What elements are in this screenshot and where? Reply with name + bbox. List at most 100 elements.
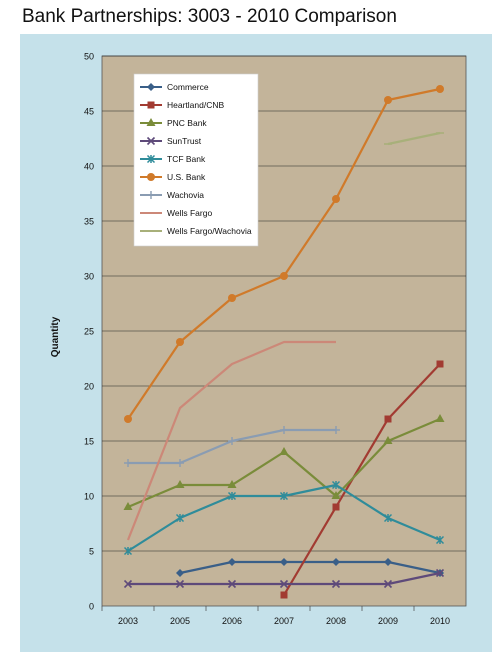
legend-label-wells-fargo-wachovia: Wells Fargo/Wachovia bbox=[167, 226, 252, 236]
data-point-pnc-bank-2007 bbox=[279, 447, 289, 455]
legend-label-wells-fargo: Wells Fargo bbox=[167, 208, 212, 218]
legend-marker-tcf-bank bbox=[146, 154, 156, 164]
data-point-tcf-bank-2009 bbox=[383, 513, 393, 523]
data-point-tcf-bank-2003 bbox=[123, 546, 133, 556]
x-tick-label-2006: 2006 bbox=[222, 616, 242, 626]
data-point-suntrust-2006 bbox=[227, 579, 237, 589]
data-point-pnc-bank-2006 bbox=[227, 480, 237, 488]
data-point-suntrust-2009 bbox=[383, 579, 393, 589]
legend-item-wells-fargo: Wells Fargo bbox=[140, 208, 212, 218]
data-point-tcf-bank-2005 bbox=[175, 513, 185, 523]
legend-item-suntrust: SunTrust bbox=[140, 136, 202, 146]
series-u-s-bank bbox=[124, 85, 444, 423]
legend-item-tcf-bank: TCF Bank bbox=[140, 154, 206, 164]
legend: Commerce Heartland/CNB PNC Bank SunTrust TCF… bbox=[133, 73, 259, 247]
series-heartland-cnb bbox=[280, 360, 444, 599]
data-point-suntrust-2005 bbox=[175, 579, 185, 589]
y-tick-label-50: 50 bbox=[84, 52, 94, 62]
legend-marker-commerce bbox=[147, 83, 155, 91]
data-point-wachovia-2003 bbox=[124, 459, 132, 467]
y-axis-label: Quantity bbox=[50, 316, 61, 357]
data-point-wachovia-2007 bbox=[280, 426, 288, 434]
series-wells-fargo bbox=[126, 340, 336, 541]
data-point-tcf-bank-2008 bbox=[331, 480, 341, 490]
series-layer bbox=[123, 85, 445, 599]
y-tick-label-5: 5 bbox=[89, 547, 94, 557]
data-point-wachovia-2005 bbox=[176, 459, 184, 467]
legend-marker-wachovia bbox=[147, 191, 155, 199]
legend-marker-pnc-bank bbox=[146, 118, 156, 126]
series-wells-fargo-wachovia bbox=[384, 131, 444, 146]
legend-label-u-s-bank: U.S. Bank bbox=[167, 172, 206, 182]
data-point-heartland-cnb-2008 bbox=[332, 503, 340, 511]
data-point-commerce-2009 bbox=[384, 558, 392, 566]
legend-marker-heartland-cnb bbox=[147, 101, 155, 109]
series-line-heartland-cnb bbox=[283, 363, 441, 596]
data-point-tcf-bank-2006 bbox=[227, 491, 237, 501]
legend-item-u-s-bank: U.S. Bank bbox=[140, 172, 206, 182]
legend-item-wells-fargo-wachovia: Wells Fargo/Wachovia bbox=[140, 226, 252, 236]
y-tick-label-15: 15 bbox=[84, 437, 94, 447]
data-point-pnc-bank-2005 bbox=[175, 480, 185, 488]
x-tick-label-2008: 2008 bbox=[326, 616, 346, 626]
data-point-u-s-bank-2003 bbox=[124, 415, 132, 423]
y-tick-label-45: 45 bbox=[84, 107, 94, 117]
data-point-commerce-2005 bbox=[176, 569, 184, 577]
y-axis-ticks: 0 5 10 15 20 25 30 35 40 45 50 bbox=[84, 52, 94, 612]
legend-marker-suntrust bbox=[146, 136, 156, 146]
x-tick-label-2009: 2009 bbox=[378, 616, 398, 626]
legend-label-heartland-cnb: Heartland/CNB bbox=[167, 100, 224, 110]
y-tick-label-25: 25 bbox=[84, 327, 94, 337]
data-point-suntrust-2010 bbox=[435, 568, 445, 578]
y-tick-label-10: 10 bbox=[84, 492, 94, 502]
legend-item-pnc-bank: PNC Bank bbox=[140, 118, 207, 128]
y-tick-label-0: 0 bbox=[89, 602, 94, 612]
x-tick-label-2003: 2003 bbox=[118, 616, 138, 626]
series-wachovia bbox=[124, 426, 340, 467]
data-point-commerce-2007 bbox=[280, 558, 288, 566]
data-point-u-s-bank-2006 bbox=[228, 294, 236, 302]
data-point-commerce-2008 bbox=[332, 558, 340, 566]
legend-label-wachovia: Wachovia bbox=[167, 190, 204, 200]
data-point-commerce-2006 bbox=[228, 558, 236, 566]
data-point-pnc-bank-2008 bbox=[331, 491, 341, 499]
legend-label-tcf-bank: TCF Bank bbox=[167, 154, 206, 164]
y-tick-label-30: 30 bbox=[84, 272, 94, 282]
legend-marker-u-s-bank bbox=[147, 173, 155, 181]
series-suntrust bbox=[123, 568, 445, 589]
series-line-commerce bbox=[179, 560, 441, 575]
y-tick-label-20: 20 bbox=[84, 382, 94, 392]
x-axis-ticks: 2003 2005 2006 2007 2008 2009 2010 bbox=[101, 606, 450, 626]
legend-item-wachovia: Wachovia bbox=[140, 190, 204, 200]
x-tick-label-2005: 2005 bbox=[170, 616, 190, 626]
data-point-suntrust-2007 bbox=[279, 579, 289, 589]
y-tick-label-40: 40 bbox=[84, 162, 94, 172]
data-point-pnc-bank-2010 bbox=[435, 414, 445, 422]
legend-label-pnc-bank: PNC Bank bbox=[167, 118, 207, 128]
y-tick-label-35: 35 bbox=[84, 217, 94, 227]
data-point-heartland-cnb-2010 bbox=[436, 360, 444, 368]
data-point-u-s-bank-2007 bbox=[280, 272, 288, 280]
data-point-heartland-cnb-2009 bbox=[384, 415, 392, 423]
data-point-suntrust-2003 bbox=[123, 579, 133, 589]
series-tcf-bank bbox=[123, 480, 445, 556]
data-point-wachovia-2006 bbox=[228, 437, 236, 445]
data-point-pnc-bank-2009 bbox=[383, 436, 393, 444]
x-tick-label-2010: 2010 bbox=[430, 616, 450, 626]
legend-item-heartland-cnb: Heartland/CNB bbox=[140, 100, 224, 110]
data-point-u-s-bank-2009 bbox=[384, 96, 392, 104]
data-point-suntrust-2008 bbox=[331, 579, 341, 589]
legend-item-commerce: Commerce bbox=[140, 82, 209, 92]
data-point-tcf-bank-2007 bbox=[279, 491, 289, 501]
data-point-u-s-bank-2008 bbox=[332, 195, 340, 203]
chart-title: Bank Partnerships: 3003 - 2010 Compariso… bbox=[22, 6, 397, 27]
data-point-tcf-bank-2010 bbox=[435, 535, 445, 545]
legend-label-suntrust: SunTrust bbox=[167, 136, 202, 146]
series-line-wells-fargo bbox=[126, 340, 336, 541]
legend-label-commerce: Commerce bbox=[167, 82, 209, 92]
data-point-wachovia-2008 bbox=[332, 426, 340, 434]
series-pnc-bank bbox=[123, 414, 445, 510]
data-point-heartland-cnb-2007 bbox=[280, 591, 288, 599]
data-point-u-s-bank-2010 bbox=[436, 85, 444, 93]
